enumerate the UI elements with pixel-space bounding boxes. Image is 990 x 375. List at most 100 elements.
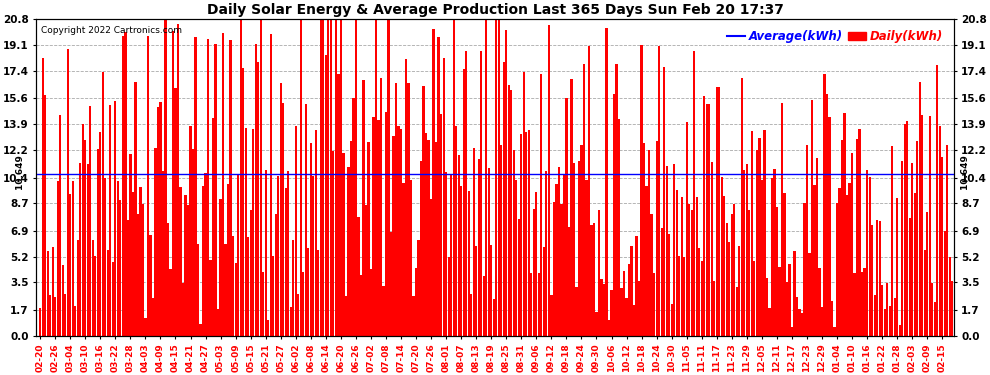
Bar — [84, 140, 86, 336]
Bar — [670, 304, 673, 336]
Bar — [79, 163, 81, 336]
Bar — [791, 327, 793, 336]
Bar — [161, 171, 164, 336]
Bar — [395, 83, 397, 336]
Bar — [536, 192, 538, 336]
Bar — [793, 251, 796, 336]
Bar — [480, 51, 482, 336]
Bar — [151, 298, 154, 336]
Bar — [230, 40, 232, 336]
Bar — [135, 82, 137, 336]
Bar — [71, 181, 74, 336]
Bar — [618, 119, 620, 336]
Bar — [590, 225, 593, 336]
Bar — [568, 227, 570, 336]
Bar — [543, 247, 545, 336]
Bar — [365, 205, 367, 336]
Bar — [557, 167, 560, 336]
Bar — [287, 171, 289, 336]
Bar — [510, 90, 513, 336]
Bar — [50, 296, 51, 336]
Bar — [937, 65, 939, 336]
Bar — [302, 272, 304, 336]
Bar — [889, 306, 891, 336]
Bar — [636, 236, 638, 336]
Bar — [74, 306, 76, 336]
Bar — [343, 153, 345, 336]
Bar — [713, 280, 716, 336]
Bar — [420, 160, 422, 336]
Bar — [570, 80, 572, 336]
Bar — [385, 112, 387, 336]
Bar — [547, 25, 550, 336]
Bar — [541, 74, 543, 336]
Bar — [192, 149, 194, 336]
Bar — [59, 115, 61, 336]
Bar — [390, 232, 392, 336]
Bar — [518, 219, 520, 336]
Bar — [741, 78, 742, 336]
Bar — [739, 246, 741, 336]
Bar — [806, 145, 808, 336]
Bar — [798, 309, 801, 336]
Bar — [485, 20, 487, 336]
Bar — [222, 33, 225, 336]
Bar — [723, 196, 726, 336]
Bar — [39, 308, 42, 336]
Bar — [906, 121, 909, 336]
Bar — [899, 325, 901, 336]
Bar — [643, 143, 645, 336]
Bar — [257, 62, 259, 336]
Bar — [56, 181, 58, 336]
Bar — [783, 193, 785, 336]
Bar — [187, 205, 189, 336]
Bar — [600, 279, 603, 336]
Bar — [248, 237, 249, 336]
Bar — [114, 101, 117, 336]
Bar — [267, 320, 269, 336]
Bar — [698, 248, 700, 336]
Bar — [249, 210, 251, 336]
Bar — [367, 142, 369, 336]
Bar — [531, 273, 533, 336]
Bar — [169, 269, 171, 336]
Bar — [81, 123, 84, 336]
Bar — [919, 82, 921, 336]
Bar — [948, 256, 951, 336]
Bar — [623, 271, 625, 336]
Bar — [593, 222, 595, 336]
Bar — [172, 31, 174, 336]
Bar — [130, 154, 132, 336]
Bar — [628, 264, 631, 336]
Bar — [914, 193, 916, 336]
Bar — [415, 268, 417, 336]
Bar — [413, 296, 415, 336]
Bar — [340, 20, 342, 336]
Bar — [330, 20, 332, 336]
Bar — [147, 36, 149, 336]
Bar — [750, 131, 753, 336]
Bar — [117, 181, 119, 336]
Bar — [583, 64, 585, 336]
Bar — [513, 150, 515, 336]
Bar — [425, 133, 428, 336]
Bar — [765, 279, 768, 336]
Bar — [392, 136, 395, 336]
Bar — [349, 141, 352, 336]
Bar — [457, 154, 459, 336]
Bar — [726, 223, 728, 336]
Bar — [878, 220, 881, 336]
Bar — [688, 204, 690, 336]
Bar — [387, 20, 390, 336]
Bar — [51, 248, 53, 336]
Bar — [929, 116, 931, 336]
Bar — [154, 148, 156, 336]
Bar — [184, 195, 187, 336]
Bar — [94, 256, 96, 336]
Bar — [891, 146, 893, 336]
Bar — [423, 87, 425, 336]
Bar — [66, 48, 69, 336]
Bar — [909, 218, 911, 336]
Bar — [99, 132, 101, 336]
Bar — [588, 46, 590, 336]
